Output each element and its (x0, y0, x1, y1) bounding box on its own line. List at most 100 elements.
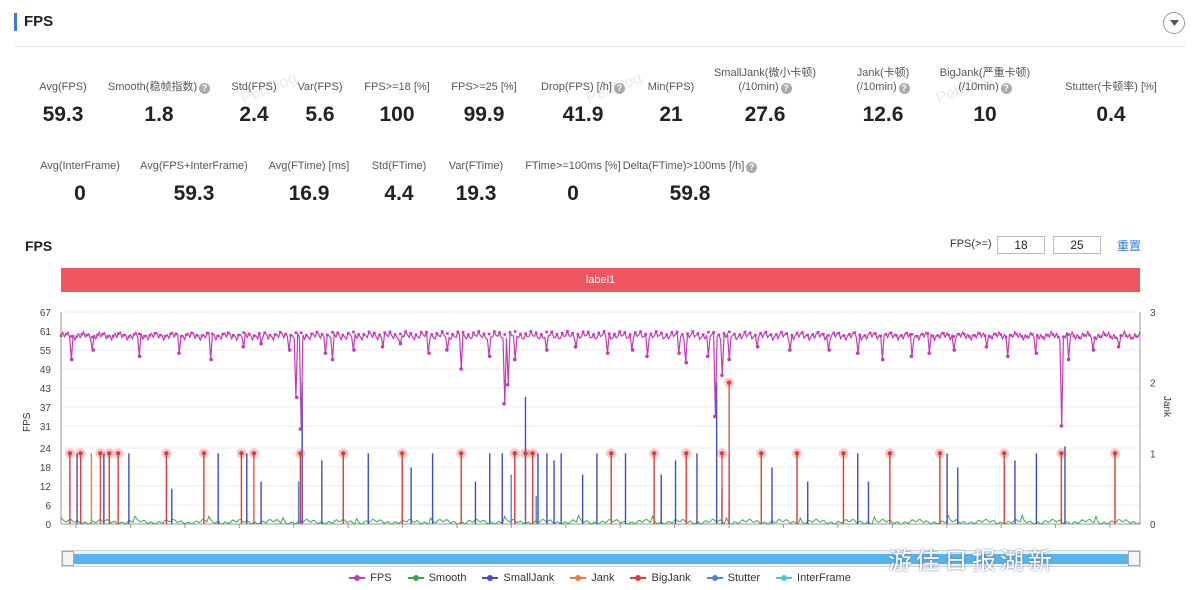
fps-point (1077, 336, 1081, 339)
metric-value: 41.9 (562, 103, 604, 126)
bigjank-point (239, 451, 244, 456)
fps-dip-point (705, 354, 710, 359)
metric-metrics_row1-3: Var(FPS) 5.6 (245, 66, 395, 127)
fps-point (707, 330, 710, 334)
metric-label-text: Var(FTime) (448, 160, 504, 172)
metric-label: FPS>=25 [%] (409, 80, 559, 94)
legend-swatch-icon (407, 575, 424, 582)
fps-point (466, 333, 470, 336)
help-icon[interactable]: ? (746, 162, 758, 173)
fps-point (425, 330, 428, 334)
fps-point (179, 334, 183, 338)
fps-point (613, 332, 616, 336)
metric-label: SmallJank(微小卡顿) (/10min)? (690, 66, 840, 94)
fps-point (106, 335, 110, 338)
timeline-scrollbar[interactable] (61, 550, 1141, 567)
fps-dip-point (713, 414, 717, 419)
help-icon[interactable]: ? (898, 83, 910, 94)
threshold-input-2[interactable]: 25 (1053, 236, 1101, 254)
legend-item-bigjank[interactable]: BigJank (630, 572, 691, 584)
scrollbar-range[interactable] (74, 554, 1128, 564)
metric-label: Avg(FTime) [ms] (234, 159, 384, 173)
bigjank-point (1002, 451, 1007, 456)
bigjank-point (67, 451, 73, 456)
fps-point (325, 333, 329, 337)
fps-point (1046, 334, 1050, 337)
fps-point (1129, 336, 1133, 340)
bigjank-point (719, 451, 725, 456)
scrollbar-left-handle[interactable] (62, 551, 74, 566)
fps-dip-point (1034, 351, 1039, 355)
bigjank-point (298, 451, 303, 456)
legend-item-smooth[interactable]: Smooth (407, 572, 466, 584)
threshold-input-1[interactable]: 18 (997, 236, 1045, 254)
fps-point (634, 331, 637, 334)
fps-dip-point (788, 348, 792, 352)
fps-point (195, 333, 199, 337)
reset-link[interactable]: 重置 (1117, 239, 1142, 253)
panel-title: FPS (24, 13, 54, 30)
legend-item-jank[interactable]: Jank (570, 572, 614, 584)
smooth-series (60, 513, 1141, 525)
fps-point (1093, 336, 1097, 339)
y-tick-label: 6 (45, 501, 51, 512)
fps-point (900, 334, 903, 337)
fps-point (1103, 333, 1107, 337)
metric-label-text: SmallJank(微小卡顿) (713, 67, 817, 79)
fps-point (926, 332, 929, 335)
fps-dip-point (1091, 348, 1096, 352)
legend-item-interframe[interactable]: InterFrame (776, 572, 851, 584)
fps-point (268, 333, 272, 337)
fps-dip-point (727, 357, 731, 362)
fps-point (519, 332, 522, 336)
help-icon[interactable]: ? (1000, 83, 1012, 94)
help-icon[interactable]: ? (780, 83, 792, 94)
y-tick-label: 55 (40, 346, 52, 357)
metric-value: 59.3 (42, 103, 84, 126)
fps-point (1036, 334, 1039, 337)
fps-dip-point (323, 351, 328, 355)
scrollbar-right-handle[interactable] (1128, 551, 1140, 566)
fps-chart[interactable]: 06121824313743495561670123FPSJank00:0001… (0, 300, 1200, 532)
fps-point (978, 332, 982, 335)
fps-dip-point (502, 401, 506, 406)
fps-point (378, 333, 381, 337)
legend-item-fps[interactable]: FPS (349, 572, 392, 584)
fps-point (1009, 334, 1013, 337)
fps-point (936, 334, 940, 337)
fps-point (294, 331, 298, 335)
fps-point (785, 332, 789, 335)
fps-dip-point (645, 354, 649, 359)
fps-point (529, 330, 533, 333)
legend-item-stutter[interactable]: Stutter (706, 572, 760, 584)
collapse-toggle[interactable] (1163, 12, 1185, 34)
metric-value: 100 (379, 103, 415, 126)
overlay-watermark-text: 游佳日报湖新 (888, 548, 1056, 575)
fps-point (670, 331, 674, 334)
fps-point (915, 334, 919, 338)
metric-label: Drop(FPS) [/h]? (508, 80, 658, 94)
legend-item-smalljank[interactable]: SmallJank (482, 572, 554, 584)
fps-dip-point (855, 351, 860, 355)
bigjank-point (341, 451, 346, 456)
metric-value: 4.4 (384, 182, 414, 205)
fps-point (472, 331, 475, 335)
help-icon[interactable]: ? (199, 83, 211, 94)
y-tick-label: 24 (40, 444, 52, 455)
metric-metrics_row1-9: Jank(卡顿) (/10min)? 12.6 (808, 66, 958, 127)
fps-point (273, 333, 277, 336)
fps-point (498, 331, 501, 334)
fps-point (790, 333, 794, 337)
fps-point (738, 333, 742, 336)
fps-point (754, 333, 757, 337)
fps-point (550, 330, 554, 334)
fps-point (258, 332, 261, 335)
label-bar[interactable]: label1 (61, 268, 1140, 292)
fps-dip-point (398, 341, 403, 346)
fps-point (968, 335, 971, 338)
fps-point (435, 332, 439, 335)
y-tick-label: 43 (40, 384, 52, 395)
metric-label-text: FPS>=25 [%] (451, 81, 517, 93)
help-icon[interactable]: ? (613, 83, 625, 94)
fps-point (597, 331, 601, 335)
